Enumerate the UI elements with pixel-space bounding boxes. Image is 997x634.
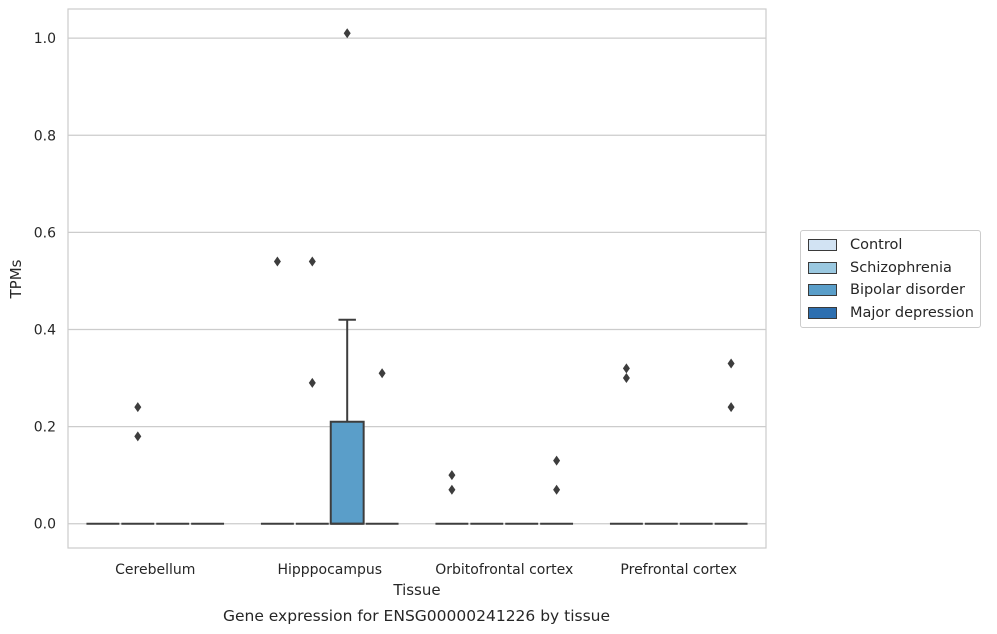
y-tick-label: 0.8: [34, 128, 56, 144]
outlier-point: [448, 470, 456, 481]
outlier-point: [273, 256, 281, 267]
legend-label: Schizophrenia: [850, 259, 952, 276]
x-axis-title: Tissue: [392, 581, 440, 599]
outlier-point: [727, 402, 735, 413]
plot-frame: [67, 8, 767, 549]
outlier-point: [134, 402, 142, 413]
outlier-point: [553, 455, 561, 466]
legend-item: Schizophrenia: [808, 257, 974, 280]
plot-marks: [86, 28, 748, 525]
outlier-point: [308, 256, 316, 267]
outlier-point: [448, 484, 456, 495]
y-tick-label: 1.0: [34, 31, 56, 47]
y-tick-label: 0.6: [34, 225, 56, 241]
outlier-point: [134, 431, 142, 442]
y-tick-label: 0.2: [34, 420, 56, 436]
legend-item: Major depression: [808, 302, 974, 325]
outlier-point: [308, 377, 316, 388]
outlier-point: [622, 373, 630, 384]
legend-label: Bipolar disorder: [850, 282, 965, 299]
outlier-point: [727, 358, 735, 369]
x-axis-ticks: Cerebellum Hipppocampus Orbitofrontal cort…: [115, 562, 737, 578]
chart-caption: Gene expression for ENSG00000241226 by t…: [222, 607, 611, 625]
x-tick-label: Cerebellum: [115, 562, 195, 578]
outlier-point: [378, 368, 386, 379]
y-tick-label: 0.4: [34, 322, 56, 338]
x-tick-label: Hipppocampus: [277, 562, 382, 578]
legend-label: Major depression: [850, 304, 974, 321]
legend-swatch: [808, 239, 837, 252]
outlier-point: [622, 363, 630, 374]
legend-label: Control: [850, 237, 903, 254]
legend-item: Bipolar disorder: [808, 279, 974, 302]
outlier-point: [553, 484, 561, 495]
legend-swatch: [808, 284, 837, 297]
legend: Control Schizophrenia Bipolar disorder Majo…: [800, 230, 981, 328]
box: [329, 420, 365, 525]
legend-item: Control: [808, 234, 974, 257]
y-axis-ticks: 0.0 0.2 0.4 0.6 0.8 1.0: [34, 31, 56, 533]
x-tick-label: Orbitofrontal cortex: [435, 562, 573, 578]
x-tick-label: Prefrontal cortex: [620, 562, 737, 578]
y-axis-title: TPMs: [7, 259, 25, 299]
legend-swatch: [808, 306, 837, 319]
y-tick-label: 0.0: [34, 517, 56, 533]
gridlines: [68, 37, 766, 525]
legend-swatch: [808, 261, 837, 274]
outlier-point: [343, 28, 351, 39]
